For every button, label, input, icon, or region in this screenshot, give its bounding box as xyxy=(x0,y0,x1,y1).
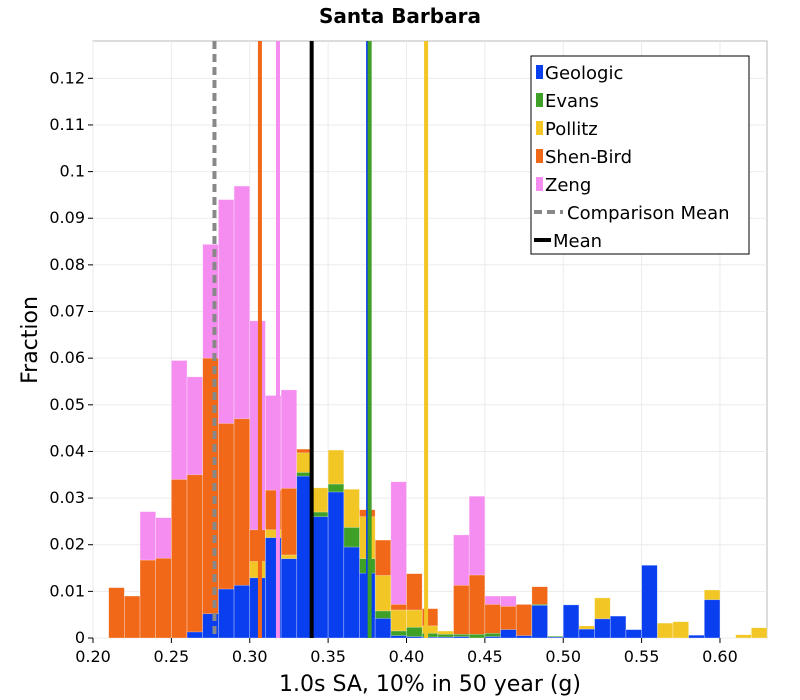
y-tick-label: 0.09 xyxy=(49,208,85,227)
legend-label-geologic: Geologic xyxy=(545,63,623,84)
bar-geologic xyxy=(547,636,564,639)
y-tick-label: 0.06 xyxy=(49,348,85,367)
bar-geologic xyxy=(390,635,407,639)
bar-geologic xyxy=(562,604,580,639)
bar-geologic xyxy=(249,577,266,639)
x-tick-label: 0.25 xyxy=(154,647,190,666)
bar-pollitz xyxy=(735,634,752,639)
chart-title: Santa Barbara xyxy=(319,4,481,28)
bar-geologic xyxy=(515,635,533,639)
legend-swatch-geologic xyxy=(536,65,543,79)
bar-shen-bird xyxy=(139,559,156,639)
y-tick-label: 0.11 xyxy=(49,115,85,134)
bar-shen-bird xyxy=(515,604,533,639)
bar-geologic xyxy=(218,588,235,639)
bar-pollitz xyxy=(672,621,689,639)
mean-lines xyxy=(212,41,429,638)
y-tick-label: 0.05 xyxy=(49,395,85,414)
bar-geologic xyxy=(500,629,517,639)
bar-geologic xyxy=(327,491,345,639)
bar-geologic xyxy=(594,618,611,639)
bar-evans xyxy=(468,633,486,639)
x-tick-label: 0.60 xyxy=(702,647,738,666)
y-tick-label: 0.01 xyxy=(49,581,85,600)
x-tick-label: 0.55 xyxy=(624,647,660,666)
y-tick-label: 0.04 xyxy=(49,441,85,460)
x-tick-label: 0.35 xyxy=(310,647,346,666)
y-tick-label: 0.08 xyxy=(49,255,85,274)
legend-label-pollitz: Pollitz xyxy=(545,119,598,140)
bar-pollitz xyxy=(751,627,768,639)
bar-geologic xyxy=(625,629,642,639)
bar-geologic xyxy=(484,636,501,639)
bar-geologic xyxy=(374,618,392,639)
y-tick-label: 0.12 xyxy=(49,68,85,87)
bar-geologic xyxy=(609,615,627,639)
legend-label-evans: Evans xyxy=(545,91,599,112)
legend-label-comparison-mean: Comparison Mean xyxy=(567,203,730,224)
bar-geologic xyxy=(641,564,658,639)
y-tick-label: 0.02 xyxy=(49,535,85,554)
bar-geologic xyxy=(453,636,470,639)
legend-box xyxy=(530,55,750,255)
y-axis-title: Fraction xyxy=(18,296,43,384)
x-tick-labels: 0.20 0.25 0.30 0.35 0.40 0.45 0.50 0.55 0.60 xyxy=(75,647,738,666)
bar-geologic xyxy=(406,636,423,639)
y-tick-label: 0.1 xyxy=(60,162,85,181)
bar-geologic xyxy=(704,599,721,639)
y-tick-label: 0.07 xyxy=(49,302,85,321)
legend-label-zeng: Zeng xyxy=(545,175,591,196)
bar-geologic xyxy=(233,584,251,639)
legend-swatch-pollitz xyxy=(536,121,543,135)
bar-geologic xyxy=(531,605,548,639)
bar-shen-bird xyxy=(171,479,188,639)
bar-pollitz xyxy=(656,622,674,639)
bar-shen-bird xyxy=(186,474,204,639)
x-tick-label: 0.30 xyxy=(232,647,268,666)
y-tick-label: 0.03 xyxy=(49,488,85,507)
legend-label-mean: Mean xyxy=(553,231,602,252)
bar-geologic xyxy=(312,516,329,639)
legend-swatch-shen-bird xyxy=(536,149,543,163)
axes xyxy=(88,77,721,643)
bar-geologic xyxy=(186,631,204,639)
x-tick-label: 0.20 xyxy=(75,647,111,666)
legend-swatch-zeng xyxy=(536,177,543,191)
bar-shen-bird xyxy=(468,574,486,639)
bar-geologic xyxy=(578,628,595,639)
x-tick-label: 0.50 xyxy=(545,647,581,666)
bar-shen-bird xyxy=(108,587,125,639)
y-tick-label: 0 xyxy=(75,628,85,647)
bar-geologic xyxy=(280,558,298,639)
x-axis-title: 1.0s SA, 10% in 50 year (g) xyxy=(279,672,581,697)
legend: Geologic Evans Pollitz Shen-Bird Zeng Compari… xyxy=(530,55,750,255)
bar-geologic xyxy=(343,546,360,639)
bar-shen-bird xyxy=(484,604,501,639)
bar-shen-bird xyxy=(124,595,141,639)
legend-swatch-evans xyxy=(536,93,543,107)
bar-shen-bird xyxy=(155,557,172,639)
bar-geologic xyxy=(437,636,454,639)
x-tick-label: 0.40 xyxy=(389,647,425,666)
bar-shen-bird xyxy=(453,584,470,639)
x-tick-label: 0.45 xyxy=(467,647,503,666)
bar-geologic xyxy=(688,634,705,639)
y-tick-labels: 0 0.01 0.02 0.03 0.04 0.05 0.06 0.07 0.08 0.09 0.1… xyxy=(49,68,85,647)
legend-label-shen-bird: Shen-Bird xyxy=(545,147,632,168)
